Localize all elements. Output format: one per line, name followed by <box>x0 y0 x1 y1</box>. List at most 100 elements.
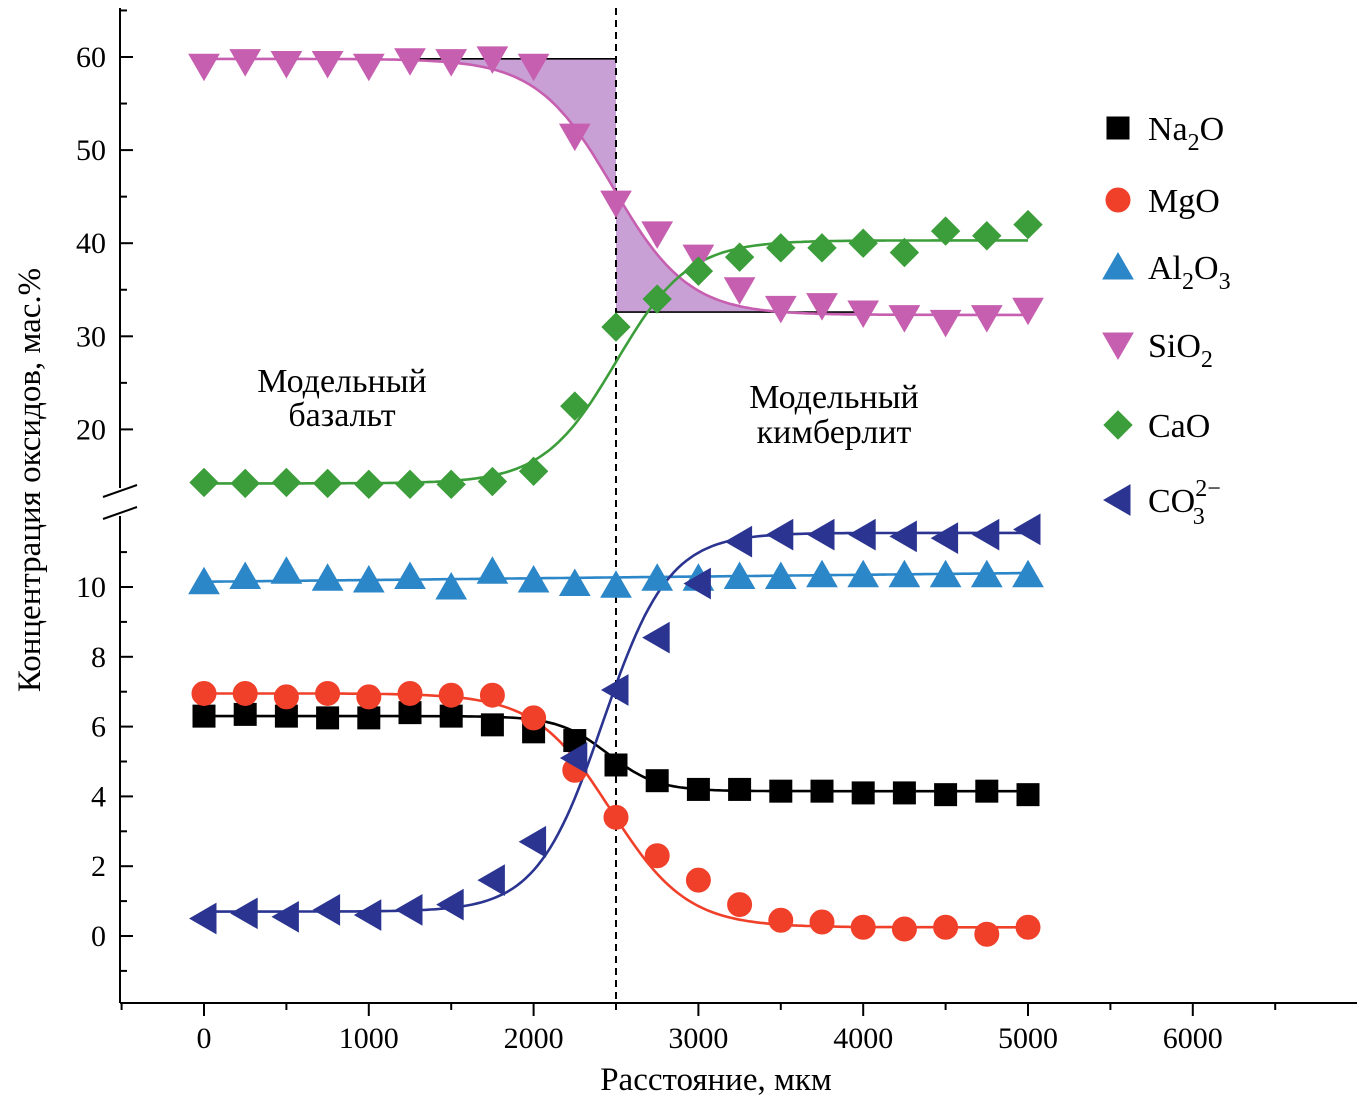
data-point <box>600 570 632 598</box>
data-point <box>764 561 797 590</box>
series-sio2 <box>188 46 1044 338</box>
y-tick-label-upper: 30 <box>76 320 106 353</box>
data-point <box>603 804 629 830</box>
data-point <box>188 566 220 595</box>
data-point <box>439 704 463 728</box>
data-point <box>642 284 672 314</box>
legend-item: CaO <box>1103 408 1210 445</box>
data-point <box>806 293 838 321</box>
data-point <box>604 753 628 777</box>
axis-titles: Расстояние, мкм Концентрация оксидов, ма… <box>12 268 832 1098</box>
legend-marker <box>1105 187 1131 213</box>
y-tick-label-upper: 20 <box>76 413 106 446</box>
data-point <box>188 902 217 935</box>
data-point <box>806 559 838 588</box>
annotations: Модельный базальт Модельный кимберлит <box>257 363 919 451</box>
data-point <box>270 556 303 584</box>
data-point <box>888 305 921 333</box>
x-tick-label: 6000 <box>1163 1022 1223 1055</box>
data-point <box>768 907 794 933</box>
data-point <box>353 899 382 931</box>
data-point <box>850 914 876 940</box>
data-point <box>892 781 916 805</box>
legend-label: MgO <box>1148 183 1220 220</box>
data-point <box>934 783 958 807</box>
data-point <box>723 561 756 590</box>
data-point <box>558 123 591 152</box>
data-point <box>971 518 1000 551</box>
data-point <box>394 48 426 76</box>
data-point <box>686 777 710 801</box>
series-cao <box>189 209 1043 500</box>
data-point <box>436 469 466 500</box>
data-point <box>600 190 632 219</box>
data-point <box>601 312 631 342</box>
data-point <box>851 781 875 805</box>
data-point <box>435 49 468 77</box>
shaded-area-kimberlite-side <box>616 192 864 315</box>
x-tick-label: 2000 <box>504 1022 564 1055</box>
shaded-region <box>418 58 864 315</box>
data-point <box>229 49 262 77</box>
data-point <box>933 914 959 940</box>
legend-label: CaO <box>1148 408 1210 445</box>
data-point <box>476 46 509 74</box>
data-point <box>1012 513 1041 546</box>
data-point <box>810 779 834 803</box>
data-point <box>891 916 917 942</box>
data-point <box>847 300 880 329</box>
data-point <box>644 843 670 869</box>
data-point <box>394 893 423 926</box>
data-point <box>354 469 384 500</box>
data-point <box>357 706 381 730</box>
data-point <box>974 921 1000 947</box>
data-point <box>848 518 876 551</box>
x-tick-label: 0 <box>197 1022 212 1055</box>
y-tick-label-upper: 60 <box>76 41 106 74</box>
data-point <box>518 456 549 487</box>
data-point <box>230 468 260 499</box>
data-point <box>685 867 711 893</box>
data-point <box>683 567 711 600</box>
data-point <box>930 216 961 246</box>
data-point <box>970 305 1003 333</box>
shaded-area-basalt-side <box>418 58 616 193</box>
data-point <box>311 563 344 591</box>
data-point <box>477 466 508 497</box>
data-point <box>192 704 216 728</box>
annotation-kimberlite-line2: кимберлит <box>757 414 912 451</box>
y-tick-label-lower: 8 <box>91 641 106 674</box>
data-point <box>930 522 959 555</box>
data-point <box>1016 783 1040 807</box>
data-point <box>848 228 878 258</box>
data-point <box>645 769 669 793</box>
data-point <box>394 561 426 590</box>
legend-item: Na2O <box>1106 111 1224 156</box>
data-point <box>809 909 835 935</box>
data-point <box>188 53 220 82</box>
legend-marker <box>1102 332 1134 361</box>
data-point <box>315 680 341 706</box>
data-point <box>728 777 752 801</box>
data-point <box>642 621 670 654</box>
series-mgo <box>191 680 1041 947</box>
data-point <box>888 559 921 588</box>
data-point <box>273 684 299 710</box>
data-point <box>683 256 714 286</box>
axis-break-mark-1 <box>102 484 138 498</box>
data-point <box>311 51 344 79</box>
legend-item: Al2O3 <box>1102 250 1231 295</box>
data-point <box>518 825 547 858</box>
data-point <box>438 682 464 708</box>
data-point <box>397 680 423 706</box>
series-al2o3 <box>188 556 1044 600</box>
x-axis-title: Расстояние, мкм <box>600 1062 832 1098</box>
data-point <box>727 892 753 918</box>
data-point <box>929 309 962 338</box>
data-point <box>560 391 590 421</box>
legend-marker <box>1102 484 1131 516</box>
data-point <box>395 469 425 500</box>
data-point <box>189 467 219 498</box>
data-point <box>889 520 917 553</box>
